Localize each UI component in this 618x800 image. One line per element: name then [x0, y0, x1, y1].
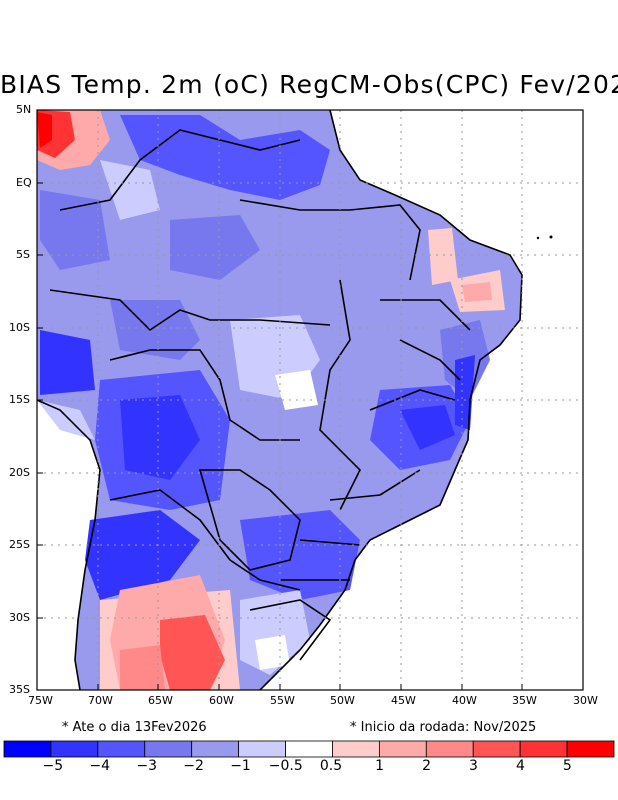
- colorbar-segment: [50, 740, 99, 758]
- blue-dark-southeast: [400, 405, 455, 450]
- border-south: [280, 539, 361, 581]
- colorbar-tick-label: 5: [562, 758, 572, 774]
- colorbar-segment: [566, 740, 615, 758]
- lon-label-35w: 35W: [512, 694, 537, 707]
- grid-lines: [37, 110, 583, 690]
- colorbar-segment: [425, 740, 474, 758]
- bias-field: [37, 110, 522, 690]
- footer-run-note: * Inicio da rodada: Nov/2025: [350, 720, 537, 735]
- red-south-argentina: [120, 645, 165, 690]
- lat-label-25s: 25S: [9, 538, 30, 551]
- colorbar-segment: [472, 740, 521, 758]
- colorbar-tick-label: −3: [136, 758, 157, 774]
- blue-central-west: [110, 300, 200, 360]
- border-uruguay: [249, 599, 332, 661]
- colorbar-segment: [332, 740, 380, 758]
- lat-label-eq: EQ: [16, 176, 32, 189]
- red-ceara: [428, 228, 458, 285]
- lon-label-75w: 75W: [28, 694, 53, 707]
- colorbar-segment: [3, 740, 52, 758]
- footer-date-note: * Ate o dia 13Fev2026: [62, 720, 207, 735]
- lat-label-10s: 10S: [9, 321, 30, 334]
- lat-label-35s: 35S: [9, 683, 30, 696]
- lon-label-50w: 50W: [330, 694, 355, 707]
- lon-label-30w: 30W: [573, 694, 598, 707]
- colorbar: [3, 740, 615, 758]
- white-central: [275, 370, 318, 410]
- lat-label-30s: 30S: [9, 611, 30, 624]
- colorbar-tick-label: 4: [515, 758, 525, 774]
- border-bolivia: [109, 349, 300, 441]
- red-dark-argentina: [160, 615, 225, 690]
- colorbar-tick-label: 3: [469, 758, 478, 774]
- colorbar-tick-label: −0.5: [268, 758, 303, 774]
- lon-label-70w: 70W: [88, 694, 113, 707]
- island-1: [536, 236, 540, 240]
- blue-south-brazil: [240, 510, 360, 600]
- blue-amazon-west: [40, 190, 110, 270]
- border-argentina: [109, 489, 301, 591]
- colorbar-segment: [144, 740, 193, 758]
- light-northwest: [100, 160, 160, 220]
- border-north-states: [59, 129, 301, 211]
- red-pernambuco-core: [462, 282, 492, 302]
- lat-label-5n: 5N: [16, 103, 32, 116]
- colorbar-segment: [285, 740, 333, 758]
- country-borders: [37, 110, 523, 690]
- blue-paraguay: [85, 510, 200, 600]
- red-deep-northwest: [37, 112, 52, 148]
- lon-label-40w: 40W: [452, 694, 477, 707]
- colorbar-tick-label: −1: [230, 758, 251, 774]
- lon-label-60w: 60W: [209, 694, 234, 707]
- blue-dark-southwest: [120, 395, 200, 480]
- colorbar-segment: [97, 740, 146, 758]
- map-title: BIAS Temp. 2m (oC) RegCM-Obs(CPC) Fev/20…: [0, 70, 618, 99]
- island-2: [549, 235, 553, 239]
- coastline: [37, 110, 523, 690]
- lon-label-55w: 55W: [270, 694, 295, 707]
- blue-amazon-center: [170, 215, 260, 280]
- colorbar-tick-label: −4: [89, 758, 111, 774]
- colorbar-tick-label: −2: [183, 758, 204, 774]
- white-uruguay: [255, 635, 290, 670]
- colorbar-segment: [191, 740, 240, 758]
- colorbar-segment: [238, 740, 286, 758]
- colorbar-tick-label: −5: [42, 758, 64, 774]
- lat-label-5s: 5S: [16, 248, 30, 261]
- lat-label-15s: 15S: [9, 393, 30, 406]
- colorbar-tick-label: 2: [422, 758, 432, 774]
- blue-west-coast: [40, 330, 95, 395]
- axis-ticks: [37, 109, 523, 690]
- border-paraguay: [198, 469, 301, 571]
- lon-label-45w: 45W: [391, 694, 416, 707]
- border-east: [329, 299, 471, 501]
- colorbar-tick-label: 0.5: [319, 758, 343, 774]
- colorbar-segment: [519, 740, 568, 758]
- colorbar-segment: [378, 740, 427, 758]
- lon-label-65w: 65W: [148, 694, 173, 707]
- colorbar-tick-label: 1: [375, 758, 385, 774]
- lat-label-20s: 20S: [9, 466, 30, 479]
- border-amazon: [239, 199, 421, 281]
- border-peru-brazil: [49, 289, 331, 332]
